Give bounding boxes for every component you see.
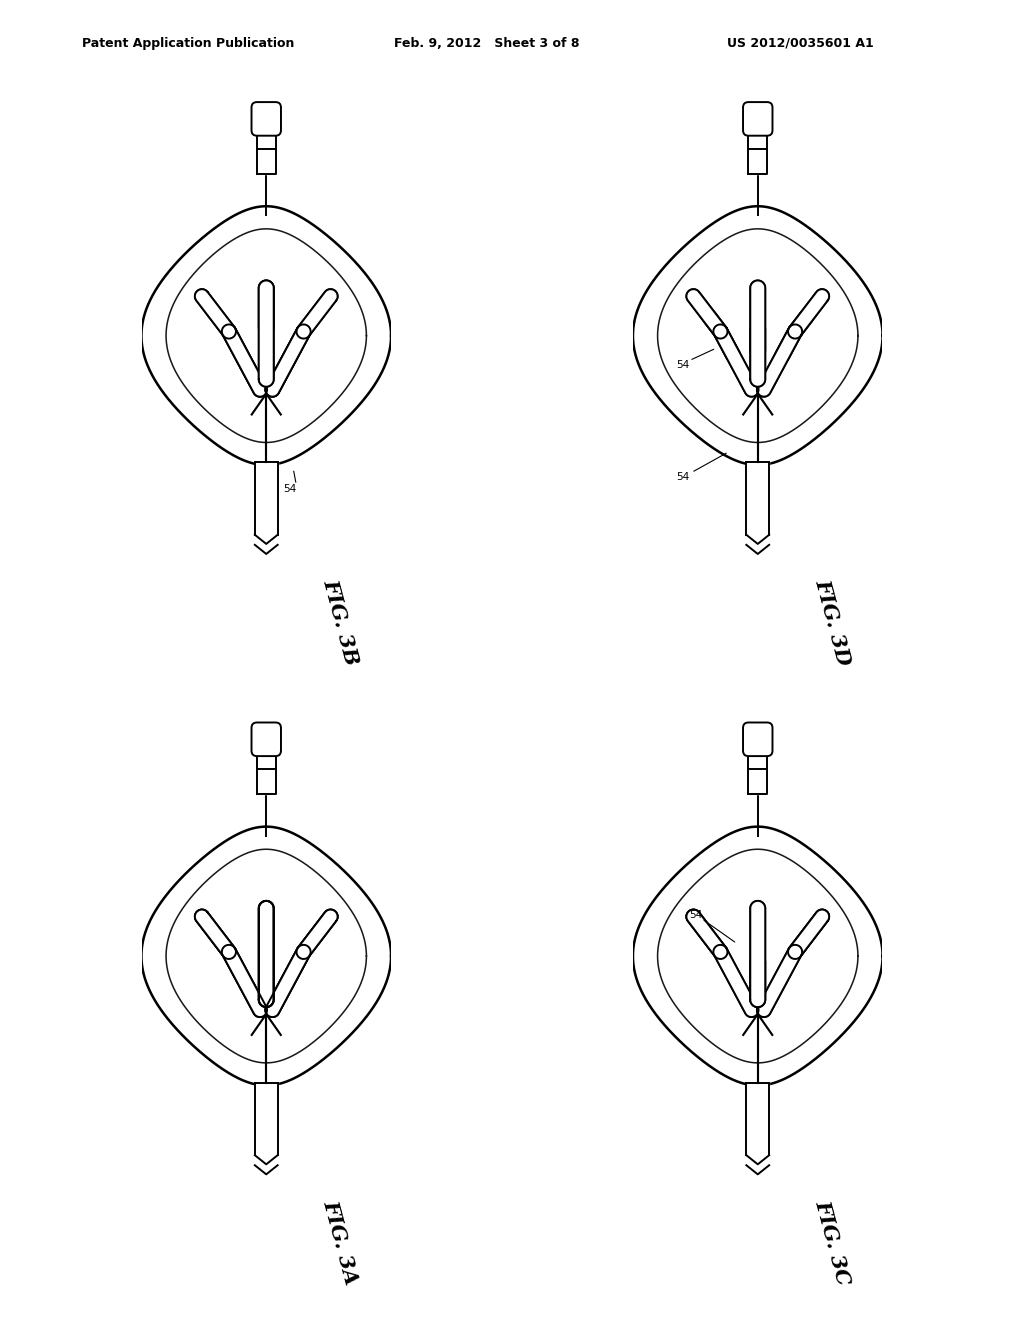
Text: 54: 54 — [689, 909, 702, 920]
Polygon shape — [222, 325, 267, 396]
Polygon shape — [297, 909, 338, 958]
Polygon shape — [141, 826, 391, 1085]
Polygon shape — [751, 900, 765, 1007]
Text: US 2012/0035601 A1: US 2012/0035601 A1 — [727, 37, 873, 50]
Polygon shape — [297, 289, 338, 338]
Polygon shape — [686, 289, 727, 338]
Polygon shape — [257, 751, 275, 795]
Text: 54: 54 — [284, 484, 297, 494]
Polygon shape — [633, 206, 883, 465]
Polygon shape — [297, 289, 338, 338]
Polygon shape — [714, 325, 740, 362]
Polygon shape — [702, 310, 727, 338]
Text: FIG. 3C: FIG. 3C — [811, 1197, 853, 1287]
Polygon shape — [195, 289, 236, 338]
Polygon shape — [259, 900, 273, 1007]
Polygon shape — [259, 900, 273, 1007]
Polygon shape — [749, 751, 767, 795]
Polygon shape — [297, 909, 338, 958]
Polygon shape — [751, 280, 765, 387]
Polygon shape — [259, 280, 273, 387]
Polygon shape — [259, 900, 273, 1007]
Polygon shape — [633, 826, 883, 1085]
Polygon shape — [788, 909, 829, 958]
Polygon shape — [259, 280, 273, 335]
Polygon shape — [222, 945, 267, 1016]
Polygon shape — [714, 325, 759, 396]
Polygon shape — [265, 325, 310, 396]
Polygon shape — [757, 325, 802, 396]
Polygon shape — [788, 289, 829, 338]
Polygon shape — [222, 325, 267, 396]
Text: FIG. 3B: FIG. 3B — [319, 577, 362, 667]
Text: Feb. 9, 2012   Sheet 3 of 8: Feb. 9, 2012 Sheet 3 of 8 — [394, 37, 580, 50]
Polygon shape — [257, 131, 275, 174]
Text: 54: 54 — [677, 359, 690, 370]
Polygon shape — [751, 954, 765, 1007]
FancyBboxPatch shape — [252, 102, 281, 136]
Text: FIG. 3A: FIG. 3A — [319, 1197, 361, 1287]
Polygon shape — [788, 289, 829, 338]
Polygon shape — [141, 206, 391, 465]
Polygon shape — [255, 462, 278, 535]
Polygon shape — [259, 280, 273, 387]
Polygon shape — [265, 945, 310, 1016]
FancyBboxPatch shape — [743, 722, 772, 756]
Text: Patent Application Publication: Patent Application Publication — [82, 37, 294, 50]
Polygon shape — [686, 909, 727, 958]
Text: 54: 54 — [677, 471, 690, 482]
Polygon shape — [751, 322, 765, 358]
Polygon shape — [714, 325, 759, 396]
Polygon shape — [265, 325, 310, 396]
Polygon shape — [749, 131, 767, 174]
Polygon shape — [714, 945, 759, 1016]
Polygon shape — [746, 1082, 769, 1155]
Polygon shape — [222, 325, 267, 396]
Text: FIG. 3D: FIG. 3D — [811, 577, 854, 668]
Polygon shape — [788, 909, 829, 958]
Polygon shape — [775, 325, 802, 362]
Polygon shape — [195, 909, 236, 958]
Polygon shape — [686, 909, 727, 958]
Polygon shape — [746, 462, 769, 535]
Polygon shape — [297, 909, 338, 958]
Polygon shape — [686, 909, 727, 958]
Polygon shape — [757, 325, 802, 396]
Polygon shape — [751, 280, 765, 387]
Polygon shape — [788, 310, 813, 338]
Polygon shape — [265, 945, 310, 1016]
Polygon shape — [222, 945, 267, 1016]
Polygon shape — [265, 325, 310, 396]
Polygon shape — [686, 289, 727, 338]
FancyBboxPatch shape — [743, 102, 772, 136]
Polygon shape — [788, 909, 829, 958]
Polygon shape — [757, 945, 802, 1016]
Polygon shape — [195, 289, 236, 338]
Polygon shape — [751, 900, 765, 1007]
Polygon shape — [255, 1082, 278, 1155]
Polygon shape — [222, 945, 267, 1016]
FancyBboxPatch shape — [252, 722, 281, 756]
Polygon shape — [195, 909, 236, 958]
Polygon shape — [757, 945, 802, 1016]
Polygon shape — [265, 945, 310, 1016]
Polygon shape — [714, 945, 759, 1016]
Polygon shape — [195, 909, 236, 958]
